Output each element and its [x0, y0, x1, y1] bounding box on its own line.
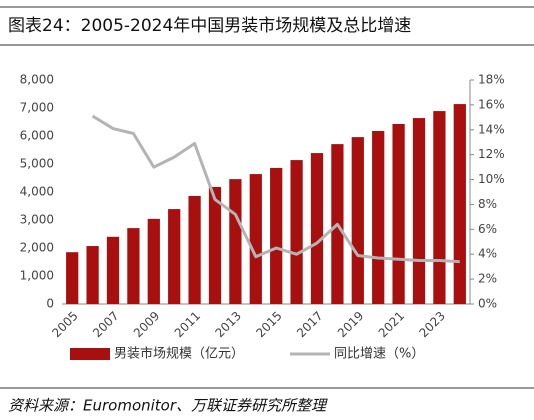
bar — [168, 209, 181, 304]
y-tick-label: 8,000 — [20, 73, 54, 87]
bar — [106, 236, 120, 304]
y2-tick-label: 16% — [478, 97, 505, 111]
y2-tick-label: 4% — [478, 247, 497, 261]
bar — [86, 246, 99, 304]
y2-tick-label: 2% — [478, 272, 497, 286]
y2-tick-label: 18% — [478, 73, 505, 87]
y-tick-label: 3,000 — [20, 213, 54, 227]
x-tick-label: 2017 — [294, 309, 325, 340]
legend-swatch — [70, 348, 110, 360]
bar — [453, 104, 466, 304]
y2-tick-label: 10% — [478, 172, 505, 186]
y-tick-label: 7,000 — [20, 101, 54, 115]
bar — [147, 218, 160, 304]
x-tick-label: 2019 — [335, 309, 366, 340]
x-tick-label: 2005 — [49, 309, 80, 340]
x-tick-label: 2021 — [376, 309, 407, 340]
bar — [290, 160, 303, 304]
bar — [249, 174, 262, 304]
x-tick-label: 2009 — [131, 309, 162, 340]
legend-label: 男装市场规模（亿元） — [114, 346, 244, 362]
y2-tick-label: 8% — [478, 197, 497, 211]
bar — [310, 153, 324, 304]
x-tick-label: 2023 — [416, 309, 447, 340]
y-tick-label: 0 — [46, 297, 54, 311]
y2-tick-label: 14% — [478, 122, 505, 136]
bar — [351, 137, 364, 304]
source: 资料来源：Euromonitor、万联证券研究所整理 — [8, 397, 328, 415]
chart-title: 图表24：2005-2024年中国男装市场规模及总比增速 — [8, 16, 411, 36]
legend-label: 同比增速（%） — [334, 347, 424, 362]
line — [91, 114, 460, 264]
y-tick-label: 5,000 — [20, 157, 54, 171]
x-tick-label: 2015 — [253, 309, 284, 340]
x-tick-label: 2007 — [90, 309, 121, 340]
bar — [208, 186, 222, 304]
bar — [433, 111, 446, 304]
x-tick-label: 2013 — [212, 309, 243, 340]
y-tick-label: 1,000 — [20, 269, 54, 283]
bar — [188, 195, 201, 304]
bar — [392, 123, 405, 305]
bar — [229, 179, 242, 304]
y-tick-label: 2,000 — [20, 241, 54, 255]
bar — [66, 252, 79, 304]
bar — [412, 118, 426, 304]
y2-tick-label: 0% — [478, 297, 497, 311]
bar — [372, 130, 385, 304]
y2-tick-label: 12% — [478, 147, 505, 161]
bar — [127, 228, 140, 304]
y2-tick-label: 6% — [478, 222, 497, 236]
x-tick-label: 2011 — [172, 309, 203, 340]
bar — [270, 167, 283, 304]
y-tick-label: 6,000 — [20, 129, 54, 143]
y-tick-label: 4,000 — [20, 185, 54, 199]
